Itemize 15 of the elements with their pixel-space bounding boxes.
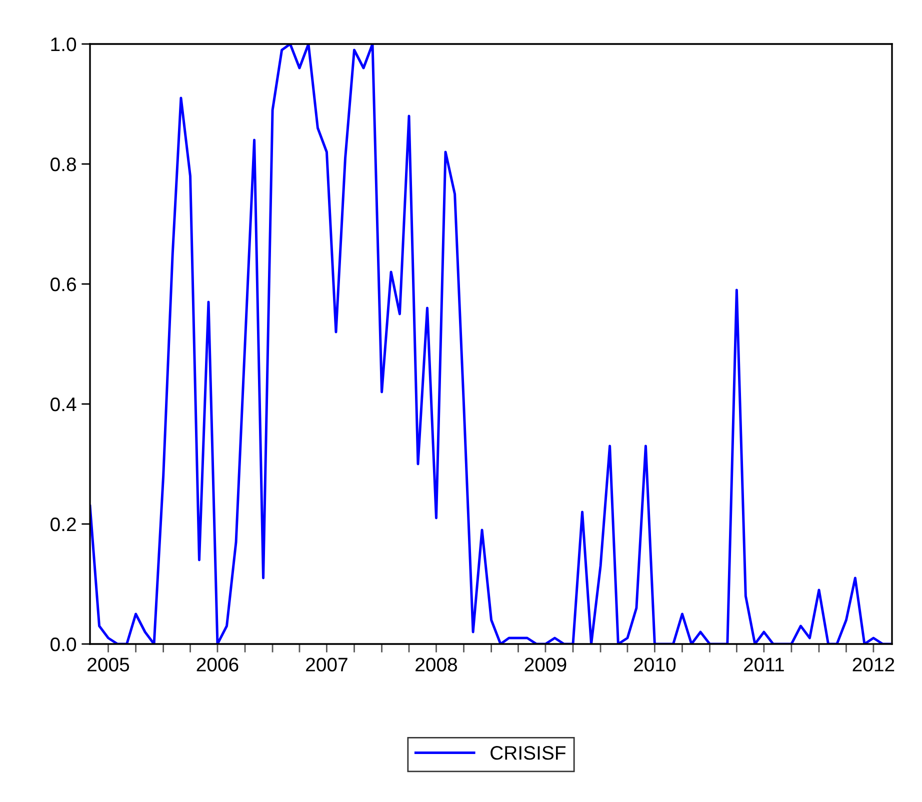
x-tick-label: 2007 [306, 658, 348, 672]
y-tick-label: 0.2 [50, 517, 76, 532]
y-tick-label: 0.8 [50, 157, 76, 172]
x-tick-label: 2009 [524, 658, 566, 672]
x-tick-label: 2011 [744, 658, 784, 672]
y-tick-label: 1.0 [51, 37, 76, 52]
legend-label: CRISISF [490, 746, 566, 760]
x-tick-label: 2008 [416, 658, 458, 672]
x-tick-label: 2012 [852, 658, 894, 672]
y-tick-label: 0.0 [50, 637, 76, 652]
y-tick-label: 0.6 [50, 277, 76, 292]
y-tick-label: 0.4 [50, 397, 76, 412]
x-tick-label: 2005 [88, 658, 130, 672]
x-tick-label: 2006 [196, 658, 238, 672]
x-tick-label: 2010 [634, 658, 676, 672]
